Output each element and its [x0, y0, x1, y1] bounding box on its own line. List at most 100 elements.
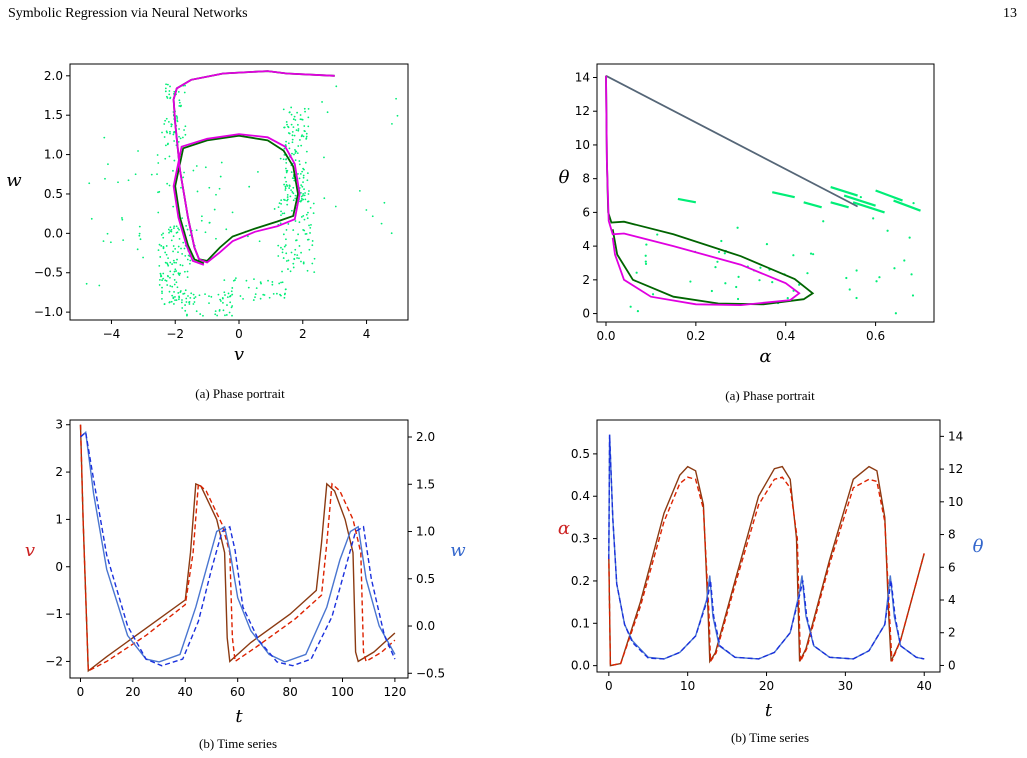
sample-dash: [771, 191, 795, 199]
sample-point: [185, 224, 188, 227]
sample-point: [139, 238, 142, 241]
sample-point: [311, 244, 314, 247]
sample-point: [159, 256, 162, 258]
sample-point: [765, 243, 769, 246]
sample-point: [285, 184, 288, 186]
sample-point: [164, 87, 167, 90]
p2-xtick-label: 0.2: [686, 329, 705, 343]
sample-point: [183, 270, 186, 273]
sample-point: [299, 114, 302, 116]
sample-point: [292, 229, 295, 231]
p2-ytick-label: 6: [582, 205, 590, 219]
sample-point: [301, 185, 304, 188]
phase-portrait-chart-right: 0.0 0.2 0.4 0.6 0 2 4 6 8 10 12 14 α θ: [559, 63, 935, 367]
sample-point: [157, 162, 160, 164]
sample-point: [305, 213, 308, 216]
sample-point: [254, 296, 256, 299]
sample-point: [371, 215, 374, 218]
sample-point: [390, 232, 393, 235]
p3-series-w_true: [80, 430, 396, 663]
sample-point: [165, 117, 168, 120]
sample-point: [292, 118, 295, 121]
sample-point: [302, 135, 305, 138]
sample-point: [184, 289, 187, 292]
sample-point: [300, 251, 302, 254]
sample-point: [300, 144, 303, 147]
p3-x-axis-label: t: [235, 706, 243, 727]
sample-point: [282, 108, 285, 111]
sample-point: [279, 157, 282, 160]
p3-ytick2-label: 2.0: [416, 430, 435, 444]
sample-point: [302, 193, 305, 195]
sample-point: [225, 314, 228, 316]
sample-point: [170, 239, 173, 242]
p4-ytick2-label: 2: [948, 626, 956, 640]
sample-point: [223, 279, 226, 282]
sample-point: [911, 294, 915, 297]
p3-ytick-label: −1: [45, 607, 63, 621]
sample-point: [278, 282, 281, 285]
sample-point: [160, 275, 162, 278]
sample-point: [301, 170, 304, 173]
sample-point: [175, 261, 177, 264]
p1-ytick-label: 1.0: [44, 148, 63, 162]
sample-point: [277, 255, 280, 257]
p2-x-axis-label: α: [759, 346, 771, 367]
sample-point: [172, 169, 174, 172]
sample-point: [293, 134, 296, 137]
sample-point: [812, 253, 815, 256]
sample-point: [298, 221, 301, 224]
sample-point: [759, 266, 762, 269]
sample-point: [365, 209, 368, 211]
sample-point: [297, 145, 300, 147]
sample-point: [179, 264, 182, 266]
sample-point: [222, 309, 225, 312]
sample-point: [287, 126, 290, 129]
sample-point: [182, 293, 185, 295]
sample-point: [282, 233, 285, 236]
p3-xtick-label: 120: [383, 685, 406, 699]
sample-point: [169, 132, 171, 135]
sample-point: [163, 123, 166, 125]
p1-xtick-label: −4: [103, 327, 121, 341]
sample-point: [286, 123, 288, 126]
sample-point: [173, 225, 176, 228]
p4-plot-frame: [596, 419, 941, 673]
p3-ytick-label: 2: [55, 465, 63, 479]
sample-point: [217, 293, 220, 296]
sample-point: [245, 279, 248, 282]
sample-point: [284, 185, 287, 188]
sample-point: [200, 219, 203, 222]
sample-point: [169, 85, 171, 88]
sample-point: [286, 170, 288, 172]
sample-point: [177, 91, 180, 93]
sample-point: [893, 267, 896, 270]
sample-point: [307, 200, 310, 203]
sample-point: [286, 198, 289, 201]
sample-point: [294, 119, 297, 121]
sample-point: [184, 84, 186, 87]
sample-point: [168, 184, 171, 187]
sample-point: [196, 190, 199, 193]
sample-point: [175, 270, 178, 272]
sample-point: [302, 176, 305, 179]
p1-xtick-label: −2: [166, 327, 184, 341]
sample-point: [134, 173, 137, 176]
sample-point: [183, 247, 186, 250]
sample-point: [290, 251, 293, 254]
sample-point: [171, 294, 174, 297]
sample-point: [737, 275, 740, 278]
sample-point: [169, 261, 172, 264]
sample-point: [162, 232, 165, 235]
trajectory-line-pred: [172, 70, 335, 266]
sample-point: [809, 252, 813, 255]
sample-point: [903, 259, 906, 262]
sample-point: [166, 143, 169, 146]
sample-point: [285, 158, 287, 161]
sample-point: [98, 284, 101, 287]
sample-point: [173, 279, 176, 281]
p4-xtick-label: 0: [605, 679, 613, 693]
sample-point: [285, 161, 288, 164]
sample-point: [173, 303, 175, 305]
sample-point: [170, 125, 173, 128]
